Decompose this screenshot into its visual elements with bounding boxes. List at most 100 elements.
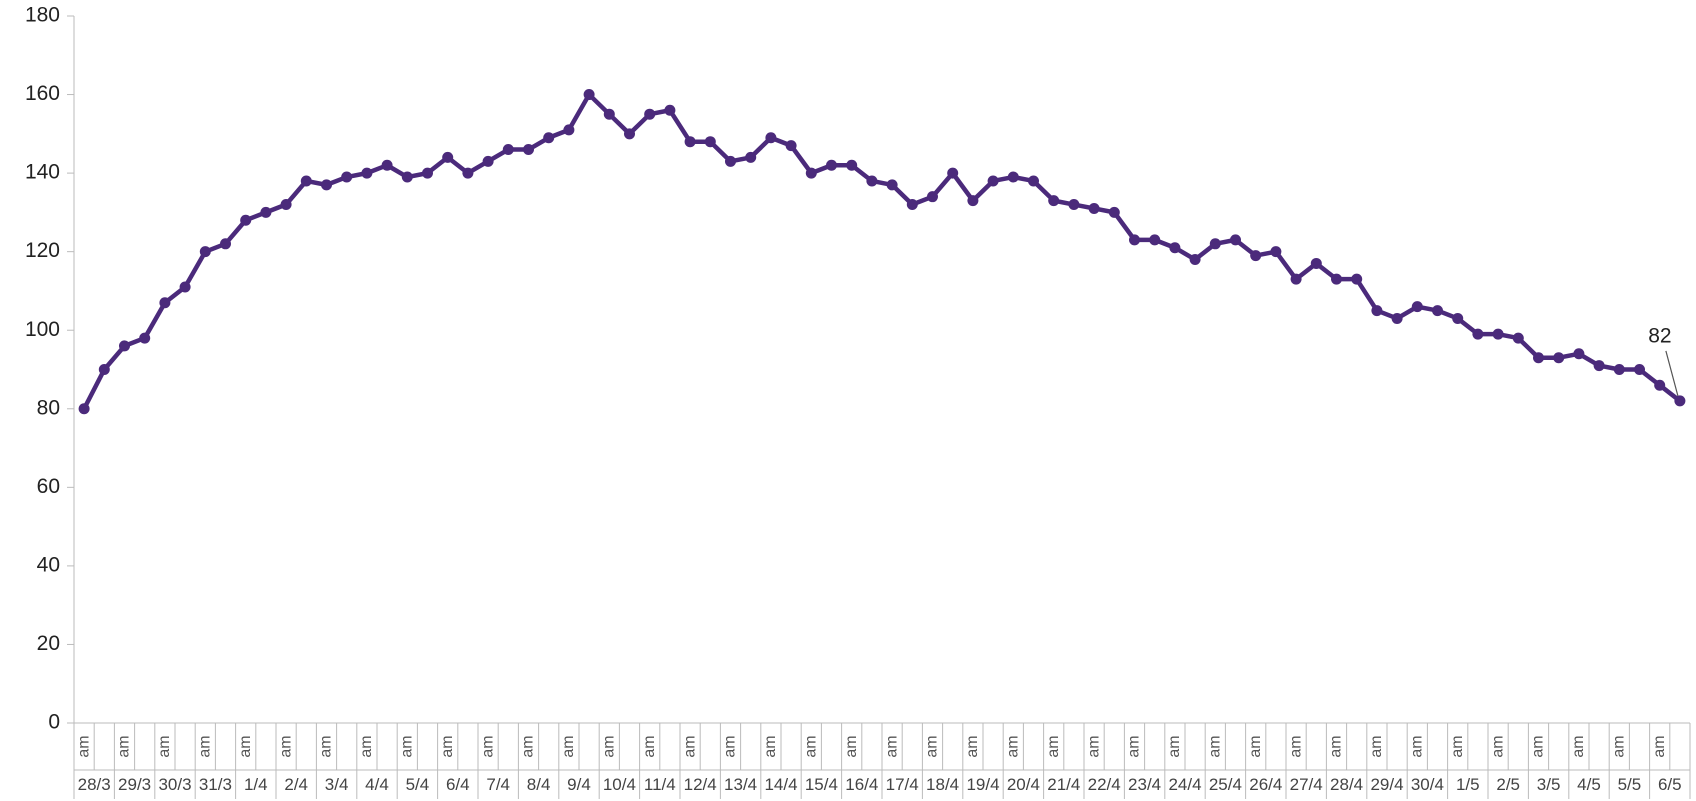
- data-point: [1108, 206, 1120, 218]
- x-tick-label: am: [1449, 735, 1466, 757]
- data-point: [1391, 312, 1403, 324]
- data-point: [1310, 257, 1322, 269]
- data-point: [260, 206, 272, 218]
- data-point: [927, 191, 938, 203]
- x-group-label: 2/5: [1496, 775, 1520, 794]
- data-point: [1189, 254, 1201, 266]
- x-tick-label: am: [75, 735, 92, 757]
- data-point: [1654, 379, 1666, 391]
- x-tick-label: am: [1126, 735, 1143, 757]
- x-group-label: 2/4: [284, 775, 308, 794]
- x-tick-label: am: [520, 735, 537, 757]
- x-tick-label: am: [479, 735, 496, 757]
- x-group-label: 28/3: [78, 775, 111, 794]
- data-point: [1028, 175, 1039, 187]
- data-point: [1492, 328, 1504, 340]
- data-point: [1149, 234, 1161, 246]
- data-point: [422, 167, 433, 179]
- data-point: [563, 124, 575, 136]
- x-group-label: 30/4: [1411, 775, 1444, 794]
- data-point: [78, 403, 90, 415]
- x-group-label: 17/4: [886, 775, 919, 794]
- data-point: [98, 364, 110, 375]
- data-point: [240, 214, 252, 226]
- series-line: [82, 92, 1682, 410]
- x-tick-label: am: [156, 735, 173, 757]
- data-point: [300, 175, 312, 187]
- x-group-label: 16/4: [845, 775, 878, 794]
- y-tick-label: 120: [25, 239, 60, 262]
- data-point: [583, 89, 595, 101]
- data-point: [1371, 305, 1383, 317]
- x-group-label: 25/4: [1209, 775, 1242, 794]
- x-group-label: 1/4: [244, 775, 268, 794]
- x-group-label: 21/4: [1047, 775, 1080, 794]
- data-point: [725, 155, 736, 167]
- data-point: [826, 159, 837, 171]
- data-point: [1088, 202, 1100, 214]
- x-group-label: 8/4: [527, 775, 551, 794]
- y-tick-label: 100: [25, 318, 60, 341]
- data-point: [401, 171, 413, 183]
- data-point: [906, 199, 918, 211]
- x-tick-label: am: [601, 735, 618, 757]
- x-tick-label: am: [883, 735, 900, 757]
- data-point: [603, 108, 615, 120]
- x-group-label: 7/4: [486, 775, 510, 794]
- data-point: [1593, 360, 1605, 372]
- data-point: [1452, 312, 1464, 324]
- x-tick-label: am: [1045, 735, 1062, 757]
- data-point: [1007, 171, 1019, 183]
- x-tick-label: am: [1368, 735, 1385, 757]
- x-tick-label: am: [762, 735, 779, 757]
- x-group-label: 24/4: [1168, 775, 1201, 794]
- data-point: [1048, 195, 1060, 207]
- y-tick-label: 80: [37, 396, 60, 419]
- data-point: [785, 140, 797, 152]
- data-point: [1613, 364, 1625, 375]
- x-tick-label: am: [924, 735, 941, 757]
- data-point: [704, 136, 716, 148]
- data-point: [220, 238, 231, 250]
- x-group-label: 14/4: [764, 775, 797, 794]
- x-group-label: 1/5: [1456, 775, 1480, 794]
- x-group-label: 4/4: [365, 775, 389, 794]
- x-tick-label: am: [1489, 735, 1506, 757]
- x-tick-label: am: [1611, 735, 1628, 757]
- x-group-label: 13/4: [724, 775, 757, 794]
- data-point: [199, 246, 211, 258]
- x-group-label: 4/5: [1577, 775, 1601, 794]
- data-point: [179, 281, 191, 293]
- x-group-label: 6/4: [446, 775, 470, 794]
- x-group-label: 23/4: [1128, 775, 1161, 794]
- x-tick-label: am: [1005, 735, 1022, 757]
- data-point: [321, 179, 332, 191]
- data-point: [644, 108, 656, 120]
- x-group-label: 9/4: [567, 775, 591, 794]
- x-tick-label: am: [1247, 735, 1264, 757]
- x-group-label: 29/3: [118, 775, 151, 794]
- data-point: [664, 104, 676, 116]
- x-tick-label: am: [1651, 735, 1668, 757]
- x-tick-label: am: [1287, 735, 1304, 757]
- data-point: [967, 195, 979, 207]
- x-group-label: 18/4: [926, 775, 959, 794]
- y-tick-label: 180: [25, 4, 60, 27]
- x-tick-label: am: [318, 735, 335, 757]
- data-point: [119, 340, 130, 352]
- x-tick-label: am: [1409, 735, 1426, 757]
- data-point: [1270, 246, 1282, 258]
- y-tick-label: 0: [48, 711, 60, 734]
- x-group-label: 11/4: [644, 775, 676, 794]
- y-tick-label: 140: [25, 161, 60, 184]
- data-point: [442, 151, 454, 163]
- data-point: [341, 171, 353, 183]
- data-point: [805, 167, 817, 179]
- data-point: [502, 144, 514, 156]
- data-label: 82: [1648, 324, 1671, 347]
- data-point: [1129, 234, 1140, 246]
- data-point: [1553, 352, 1565, 364]
- data-point: [745, 151, 757, 163]
- data-point: [684, 136, 696, 148]
- x-tick-label: am: [197, 735, 214, 757]
